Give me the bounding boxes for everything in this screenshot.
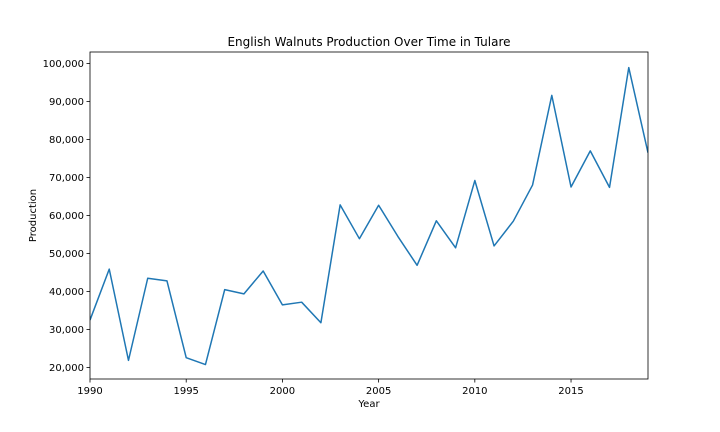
plot-area [89,51,649,380]
y-tick-label: 70,000 [49,173,84,184]
plot-frame [89,51,649,380]
y-tick-label: 30,000 [49,325,84,336]
x-tick-label: 2010 [462,386,487,397]
y-tick-label: 20,000 [49,363,84,374]
x-axis: 1990 1995 2000 2005 2010 2015 [77,379,584,397]
y-axis: 20,000 30,000 40,000 50,000 60,000 70,000 80,0… [43,59,90,374]
x-tick-label: 2000 [270,386,295,397]
y-tick-label: 100,000 [43,59,84,70]
y-tick-label: 60,000 [49,211,84,222]
x-tick-label: 1995 [173,386,198,397]
series-line-0 [90,66,648,366]
y-tick-label: 80,000 [49,135,84,146]
chart-title: English Walnuts Production Over Time in … [227,35,510,49]
x-axis-label: Year [357,399,380,410]
x-tick-label: 1990 [77,386,102,397]
y-axis-label: Production [28,189,39,242]
y-tick-label: 50,000 [49,249,84,260]
x-tick-label: 2005 [366,386,391,397]
x-tick-label: 2015 [558,386,583,397]
y-tick-label: 90,000 [49,97,84,108]
y-tick-label: 40,000 [49,287,84,298]
